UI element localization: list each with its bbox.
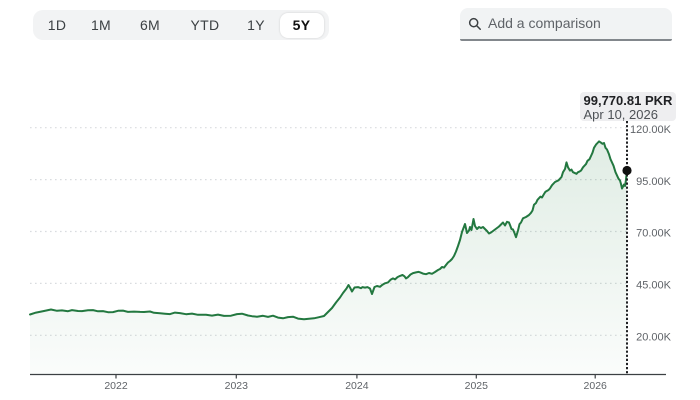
svg-text:2022: 2022 (104, 380, 128, 392)
svg-text:120.00K: 120.00K (630, 124, 672, 136)
svg-text:2026: 2026 (584, 380, 608, 392)
svg-text:70.00K: 70.00K (636, 228, 672, 240)
svg-text:2025: 2025 (465, 380, 489, 392)
svg-text:45.00K: 45.00K (636, 280, 672, 292)
svg-text:20.00K: 20.00K (636, 332, 672, 344)
svg-text:2023: 2023 (225, 380, 249, 392)
svg-text:2024: 2024 (345, 380, 369, 392)
svg-text:95.00K: 95.00K (636, 176, 672, 188)
